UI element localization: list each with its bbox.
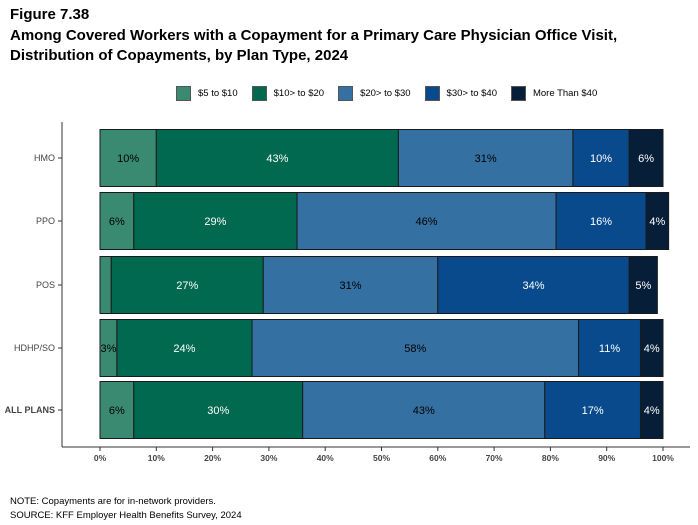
bar-segment xyxy=(645,192,670,250)
x-tick-label: 30% xyxy=(260,453,277,463)
bar-segment xyxy=(639,381,664,439)
bar-segment xyxy=(397,129,574,187)
data-label: 43% xyxy=(266,153,288,165)
bar-segment xyxy=(99,256,112,314)
data-label: 6% xyxy=(109,216,125,228)
legend-swatch xyxy=(251,86,267,101)
data-label: 31% xyxy=(340,280,362,292)
legend-label: $20> to $30 xyxy=(360,88,411,99)
legend-label: $30> to $40 xyxy=(446,88,497,99)
data-label: 6% xyxy=(109,405,125,417)
y-tick-label: HMO xyxy=(34,153,55,163)
bar-segment xyxy=(544,381,641,439)
data-label: 10% xyxy=(590,153,612,165)
bar-segment xyxy=(639,319,664,377)
x-tick-label: 20% xyxy=(204,453,221,463)
legend-swatch xyxy=(176,86,191,101)
data-label: 43% xyxy=(413,405,435,417)
bar-segment xyxy=(99,192,135,250)
legend-swatch xyxy=(424,86,440,101)
bar-segment xyxy=(155,129,399,187)
data-label: 16% xyxy=(590,216,612,228)
y-tick-label: HDHP/SO xyxy=(14,343,55,353)
data-label: 4% xyxy=(644,343,660,355)
bar-segment xyxy=(99,129,157,187)
data-label: 29% xyxy=(204,216,226,228)
data-label: 58% xyxy=(404,343,426,355)
data-label: 31% xyxy=(475,153,497,165)
bar-segment xyxy=(133,192,298,250)
y-tick-label: POS xyxy=(36,280,55,290)
bar-segment xyxy=(251,319,580,377)
bar-segment xyxy=(302,381,546,439)
legend: $5 to $10 $10> to $20 $20> to $30 $30> to $… xyxy=(176,86,611,101)
data-label: 24% xyxy=(173,343,195,355)
data-label: 34% xyxy=(522,280,544,292)
bar-segment xyxy=(133,381,304,439)
legend-item: $30> to $40 xyxy=(424,86,497,101)
legend-label: $10> to $20 xyxy=(273,88,325,99)
y-tick-label: PPO xyxy=(36,216,55,226)
legend-item: $20> to $30 xyxy=(338,86,411,101)
x-tick-label: 60% xyxy=(429,453,446,463)
x-tick-label: 40% xyxy=(317,453,334,463)
bar-segment xyxy=(628,256,658,314)
bar-segment xyxy=(628,129,664,187)
data-label: 10% xyxy=(117,153,139,165)
data-label: 27% xyxy=(176,280,198,292)
data-label: 5% xyxy=(635,280,651,292)
legend-label: $5 to $10 xyxy=(198,88,238,99)
data-label: 11% xyxy=(599,343,620,355)
data-label: 46% xyxy=(416,216,438,228)
legend-item: More Than $40 xyxy=(510,86,598,101)
legend-swatch xyxy=(338,86,354,101)
data-label: 3% xyxy=(100,343,116,355)
chart-title: Among Covered Workers with a Copayment f… xyxy=(10,27,618,64)
source: SOURCE: KFF Employer Health Benefits Sur… xyxy=(10,510,242,521)
note: NOTE: Copayments are for in-network prov… xyxy=(10,496,216,507)
x-tick-label: 50% xyxy=(373,453,390,463)
data-label: 17% xyxy=(582,405,604,417)
y-tick-label: ALL PLANS xyxy=(5,405,55,415)
legend-swatch xyxy=(510,86,526,101)
data-label: 6% xyxy=(638,153,654,165)
x-tick-label: 90% xyxy=(598,453,615,463)
bar-segment xyxy=(110,256,264,314)
x-tick-label: 10% xyxy=(148,453,165,463)
data-label: 4% xyxy=(644,405,660,417)
bar-segment xyxy=(555,192,647,250)
x-tick-label: 80% xyxy=(542,453,559,463)
figure-label: Figure 7.38 xyxy=(10,6,90,23)
bar-segment xyxy=(296,192,557,250)
legend-item: $5 to $10 xyxy=(176,86,238,101)
x-tick-label: 100% xyxy=(652,453,674,463)
x-tick-label: 70% xyxy=(486,453,503,463)
legend-item: $10> to $20 xyxy=(251,86,325,101)
bar-segment xyxy=(99,381,135,439)
data-label: 4% xyxy=(649,216,665,228)
data-label: 30% xyxy=(207,405,229,417)
x-tick-label: 0% xyxy=(94,453,107,463)
bar-segment xyxy=(578,319,641,377)
legend-label: More Than $40 xyxy=(532,88,598,99)
